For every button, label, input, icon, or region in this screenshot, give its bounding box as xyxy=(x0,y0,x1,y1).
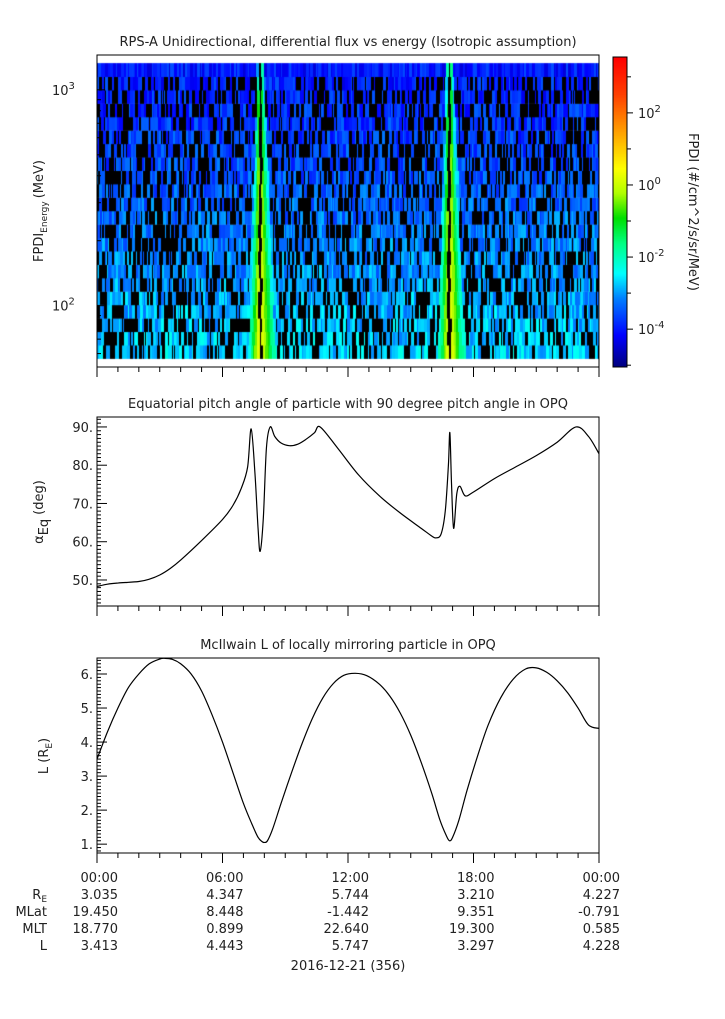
ylabel-main: FPDI xyxy=(32,233,47,262)
lshell-ytick-label: 1. xyxy=(81,838,93,853)
pitch-angle-ytick-label: 50. xyxy=(72,574,93,589)
pitch-angle-ytick-label: 70. xyxy=(72,497,93,512)
lshell-series-line xyxy=(96,657,600,844)
ephemeris-value: -1.442 xyxy=(327,905,369,920)
colorbar-tick-label: 10-4 xyxy=(638,320,665,338)
xtick-label: 00:00 xyxy=(583,871,620,886)
ephemeris-value: 19.450 xyxy=(73,905,119,920)
ylabel-unit: (deg) xyxy=(32,480,47,515)
ephemeris-value: 3.210 xyxy=(457,888,494,903)
xtick-label: 18:00 xyxy=(457,871,494,886)
colorbar-gradient xyxy=(613,57,627,367)
pitch-angle-ytick-label: 80. xyxy=(72,459,93,474)
ephemeris-value: 9.351 xyxy=(457,905,494,920)
ephemeris-value: 18.770 xyxy=(73,922,119,937)
pitch-angle-ytick-label: 90. xyxy=(72,421,93,436)
ephemeris-value: 5.747 xyxy=(332,939,369,954)
spectrogram-ytick-label: 103 xyxy=(52,81,75,99)
colorbar-tick-label: 10-2 xyxy=(638,248,665,266)
colorbar-tick-label: 102 xyxy=(638,104,661,122)
pitch-angle-series-line xyxy=(96,425,600,588)
ylabel-unit: (MeV) xyxy=(32,160,47,198)
pitch-angle-frame xyxy=(96,416,600,607)
lshell-ytick-label: 4. xyxy=(81,736,93,751)
ephemeris-label-mlat: MLat xyxy=(15,905,47,920)
spectrogram-title: RPS-A Unidirectional, differential flux … xyxy=(119,35,576,50)
pitch-angle-ylabel: αEq (deg) xyxy=(32,480,52,544)
xtick-label: 06:00 xyxy=(206,871,243,886)
spectrogram-frame xyxy=(96,54,600,368)
date-label: 2016-12-21 (356) xyxy=(291,959,406,974)
lshell-ytick-label: 2. xyxy=(81,804,93,819)
spectrogram-heatmap xyxy=(97,55,599,367)
lshell-title: McIlwain L of locally mirroring particle… xyxy=(200,638,496,653)
ephemeris-value: 3.035 xyxy=(81,888,118,903)
ylabel-unit: ) xyxy=(37,738,52,743)
spectrogram-ytick-label: 102 xyxy=(52,297,75,315)
ephemeris-value: 4.228 xyxy=(583,939,620,954)
ephemeris-value: 4.227 xyxy=(583,888,620,903)
ephemeris-label-r: RE xyxy=(32,888,47,905)
ephemeris-value: 5.744 xyxy=(332,888,369,903)
ylabel-sub: Eq xyxy=(37,519,52,535)
ephemeris-label-l: L xyxy=(40,939,48,954)
lshell-frame xyxy=(96,657,600,854)
lshell-ytick-label: 3. xyxy=(81,770,93,785)
colorbar-tick-label: 100 xyxy=(638,176,661,194)
pitch-angle-title: Equatorial pitch angle of particle with … xyxy=(128,397,568,412)
spectrogram-ylabel: FPDIEnergy (MeV) xyxy=(32,160,50,262)
ylabel-sub: Energy xyxy=(40,201,50,233)
ephemeris-value: 3.413 xyxy=(81,939,118,954)
xtick-label: 12:00 xyxy=(332,871,369,886)
ephemeris-value: 0.585 xyxy=(583,922,620,937)
colorbar-frame xyxy=(612,56,628,368)
ylabel-sub: E xyxy=(45,743,55,749)
ylabel-main: L (R xyxy=(37,749,52,774)
xtick-label: 00:00 xyxy=(81,871,118,886)
colorbar-label: FPDI (#/cm^2/s/sr/MeV) xyxy=(685,133,700,291)
ephemeris-value: 8.448 xyxy=(206,905,243,920)
lshell-ytick-label: 6. xyxy=(81,668,93,683)
lshell-ytick-label: 5. xyxy=(81,702,93,717)
ephemeris-value: -0.791 xyxy=(578,905,620,920)
ephemeris-value: 22.640 xyxy=(324,922,370,937)
ephemeris-value: 4.347 xyxy=(206,888,243,903)
lshell-ylabel: L (RE) xyxy=(37,738,55,774)
ephemeris-value: 19.300 xyxy=(449,922,495,937)
ephemeris-value: 0.899 xyxy=(206,922,243,937)
ephemeris-value: 4.443 xyxy=(206,939,243,954)
ephemeris-label-mlt: MLT xyxy=(22,922,47,937)
ephemeris-value: 3.297 xyxy=(457,939,494,954)
ylabel-main: α xyxy=(32,535,47,544)
pitch-angle-ytick-label: 60. xyxy=(72,536,93,551)
